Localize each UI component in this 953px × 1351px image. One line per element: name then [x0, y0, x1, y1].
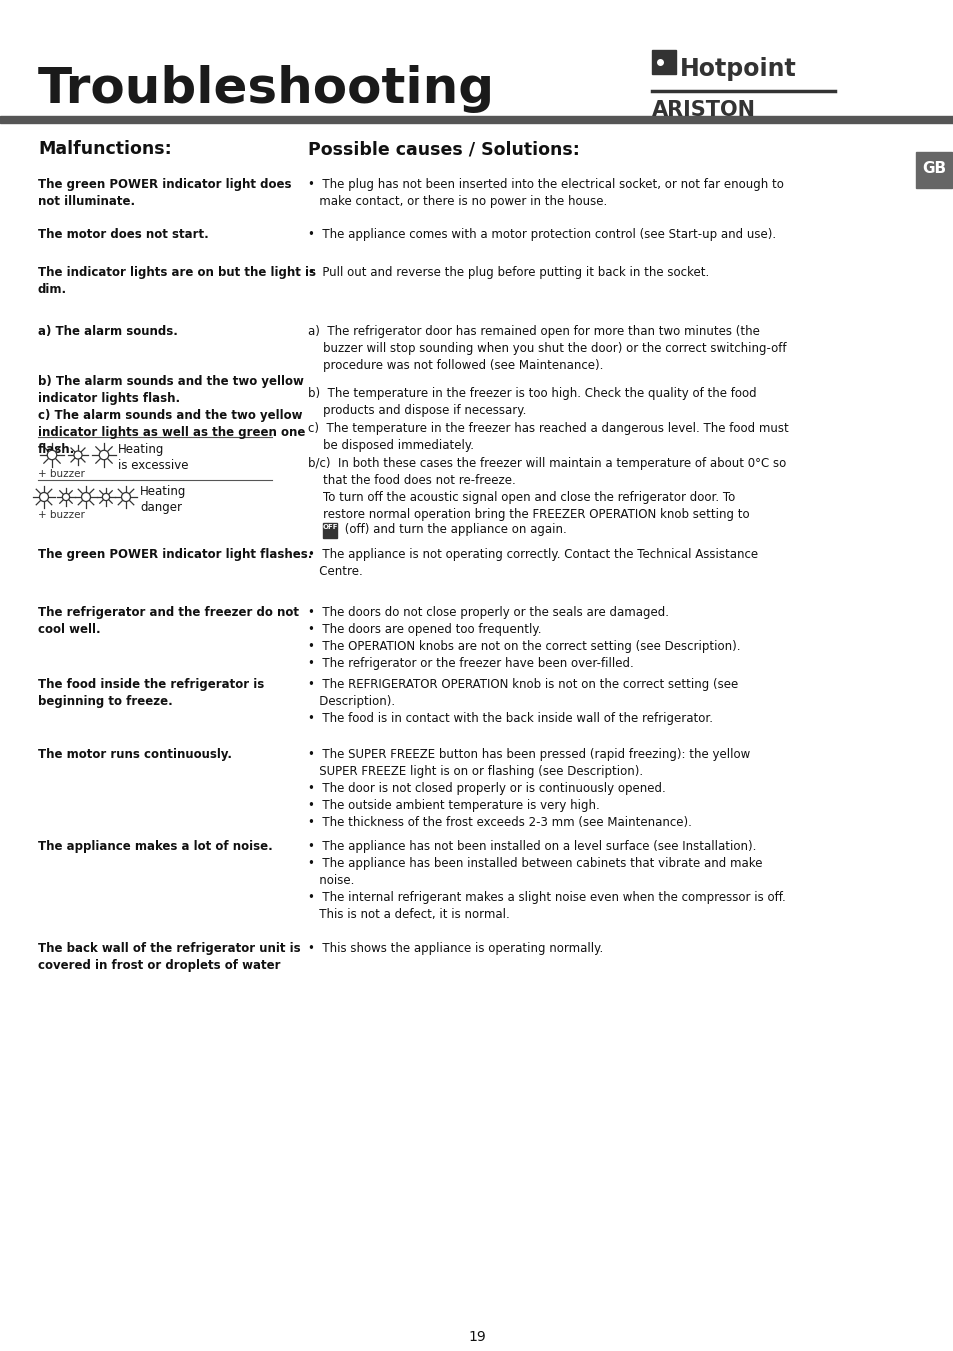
Text: Heating
danger: Heating danger [140, 485, 186, 513]
Text: Malfunctions:: Malfunctions: [38, 141, 172, 158]
Text: •  The plug has not been inserted into the electrical socket, or not far enough : • The plug has not been inserted into th… [308, 178, 783, 208]
Text: The green POWER indicator light flashes.: The green POWER indicator light flashes. [38, 549, 312, 561]
Text: (off) and turn the appliance on again.: (off) and turn the appliance on again. [340, 523, 566, 536]
Circle shape [99, 450, 109, 459]
Text: The food inside the refrigerator is
beginning to freeze.: The food inside the refrigerator is begi… [38, 678, 264, 708]
Text: •  The SUPER FREEZE button has been pressed (rapid freezing): the yellow
   SUPE: • The SUPER FREEZE button has been press… [308, 748, 749, 830]
Text: Heating
is excessive: Heating is excessive [118, 443, 189, 471]
Text: The motor runs continuously.: The motor runs continuously. [38, 748, 232, 761]
Text: •  The appliance has not been installed on a level surface (see Installation).
•: • The appliance has not been installed o… [308, 840, 785, 921]
Circle shape [74, 451, 82, 459]
Circle shape [62, 493, 70, 501]
Text: •  Pull out and reverse the plug before putting it back in the socket.: • Pull out and reverse the plug before p… [308, 266, 708, 280]
Text: Possible causes / Solutions:: Possible causes / Solutions: [308, 141, 579, 158]
Text: GB: GB [921, 161, 945, 176]
Text: + buzzer: + buzzer [38, 509, 85, 520]
Circle shape [81, 493, 91, 501]
Text: c)  The temperature in the freezer has reached a dangerous level. The food must
: c) The temperature in the freezer has re… [308, 422, 788, 453]
Text: b/c)  In both these cases the freezer will maintain a temperature of about 0°C s: b/c) In both these cases the freezer wil… [308, 457, 785, 521]
Text: a) The alarm sounds.: a) The alarm sounds. [38, 326, 177, 338]
Text: The refrigerator and the freezer do not
cool well.: The refrigerator and the freezer do not … [38, 607, 298, 636]
Text: •  The REFRIGERATOR OPERATION knob is not on the correct setting (see
   Descrip: • The REFRIGERATOR OPERATION knob is not… [308, 678, 738, 725]
Text: a)  The refrigerator door has remained open for more than two minutes (the
    b: a) The refrigerator door has remained op… [308, 326, 785, 372]
Circle shape [121, 493, 131, 501]
Bar [915, 153, 951, 188]
Text: The appliance makes a lot of noise.: The appliance makes a lot of noise. [38, 840, 273, 852]
Circle shape [48, 450, 56, 459]
Text: OFF: OFF [322, 524, 338, 530]
Text: The indicator lights are on but the light is
dim.: The indicator lights are on but the ligh… [38, 266, 315, 296]
Text: •  The appliance comes with a motor protection control (see Start-up and use).: • The appliance comes with a motor prote… [308, 228, 776, 240]
Text: Hotpoint: Hotpoint [679, 57, 796, 81]
Text: •  This shows the appliance is operating normally.: • This shows the appliance is operating … [308, 942, 602, 955]
Text: b) The alarm sounds and the two yellow
indicator lights flash.
c) The alarm soun: b) The alarm sounds and the two yellow i… [38, 376, 305, 457]
Bar [0, 116, 953, 123]
Text: ARISTON: ARISTON [651, 100, 755, 120]
Text: b)  The temperature in the freezer is too high. Check the quality of the food
  : b) The temperature in the freezer is too… [308, 386, 756, 417]
Text: The motor does not start.: The motor does not start. [38, 228, 209, 240]
Text: Troubleshooting: Troubleshooting [38, 65, 495, 113]
FancyBboxPatch shape [323, 523, 337, 538]
Text: The back wall of the refrigerator unit is
covered in frost or droplets of water: The back wall of the refrigerator unit i… [38, 942, 300, 971]
Text: 19: 19 [468, 1329, 485, 1344]
Text: + buzzer: + buzzer [38, 469, 85, 480]
Text: The green POWER indicator light does
not illuminate.: The green POWER indicator light does not… [38, 178, 292, 208]
Circle shape [102, 493, 110, 501]
FancyBboxPatch shape [651, 50, 676, 74]
Text: •  The appliance is not operating correctly. Contact the Technical Assistance
  : • The appliance is not operating correct… [308, 549, 758, 578]
Text: •  The doors do not close properly or the seals are damaged.
•  The doors are op: • The doors do not close properly or the… [308, 607, 740, 670]
Circle shape [39, 493, 49, 501]
